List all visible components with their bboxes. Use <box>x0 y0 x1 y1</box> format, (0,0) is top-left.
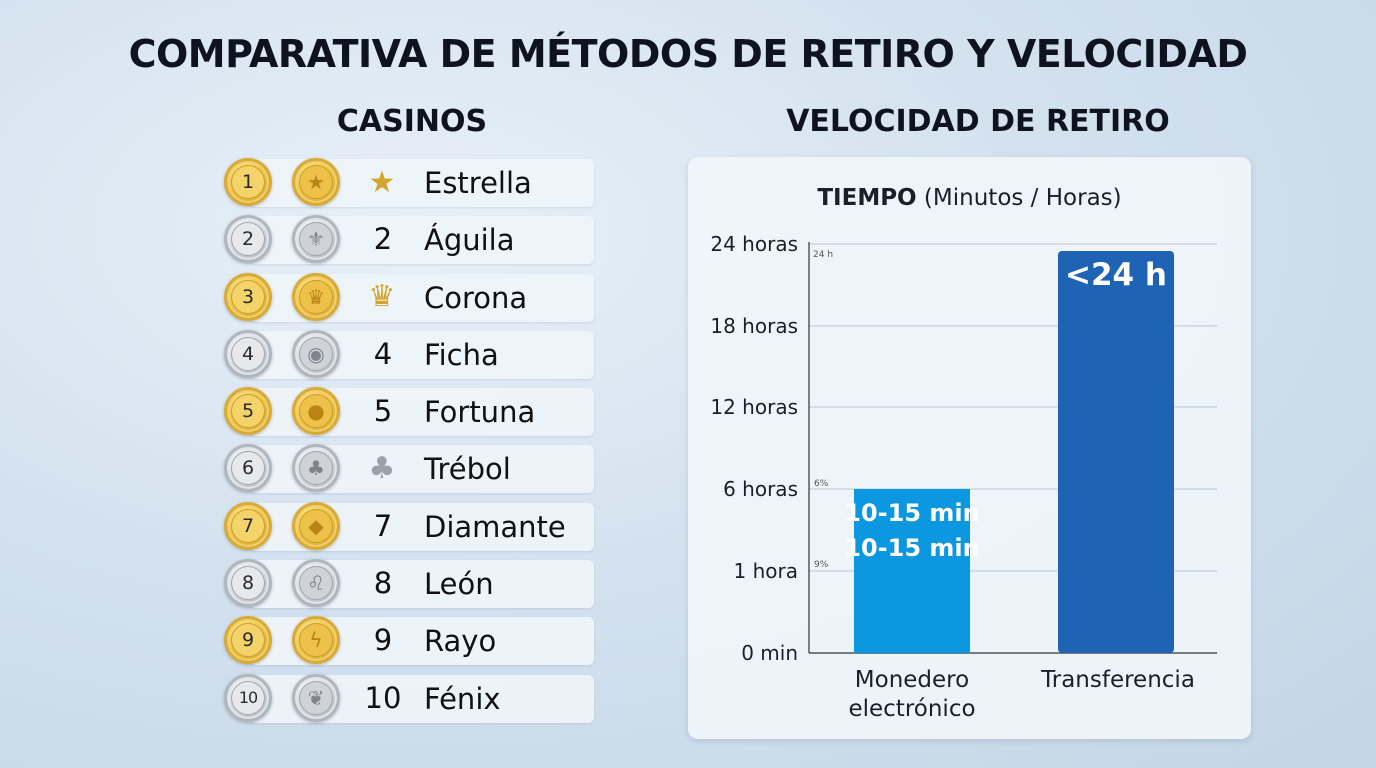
casino-name: Ficha <box>424 337 499 372</box>
casino-name: Diamante <box>424 509 566 544</box>
x-category-label: Transferencia <box>1040 667 1195 693</box>
chart-panel: TIEMPO (Minutos / Horas) 0 min 1 hora 6 ho… <box>688 157 1251 739</box>
page-title: COMPARATIVA DE MÉTODOS DE RETIRO Y VELOC… <box>128 32 1248 76</box>
casino-number: 2 <box>373 222 393 257</box>
casino-number: 9 <box>373 623 393 658</box>
rank-coin-icon: 10 <box>224 673 272 722</box>
lion-icon: ♌ <box>299 566 333 601</box>
star-icon: ★ <box>299 165 333 199</box>
y-tick-label: 0 min <box>741 641 798 665</box>
lion-coin-icon: ♌ <box>292 559 340 608</box>
rank-number: 4 <box>231 336 265 371</box>
casino-row: 2 ⚜ 2 Águila <box>222 215 596 265</box>
casino-name: Estrella <box>424 166 532 200</box>
club-icon: ♣ <box>299 451 333 486</box>
casino-row: 7 ◆ 7 Diamante <box>222 501 596 552</box>
casino-number: 10 <box>364 680 402 715</box>
rank-number: 8 <box>231 566 265 601</box>
casino-number: 4 <box>373 336 393 371</box>
bar-data-label: 10-15 min <box>844 499 979 527</box>
eagle-coin-icon: ⚜ <box>292 215 340 264</box>
club-coin-icon: ♣ <box>292 444 340 493</box>
rank-coin-icon: 5 <box>224 387 272 436</box>
fortune-coin-icon: ● <box>299 394 333 429</box>
chart-title-bold: TIEMPO <box>817 185 917 211</box>
club-icon: ♣ <box>368 450 396 486</box>
rank-coin-icon: 7 <box>224 501 272 550</box>
x-category-label: electrónico <box>848 696 975 722</box>
fortune-coin-coin-icon: ● <box>292 387 340 436</box>
lightning-coin-icon: ϟ <box>292 616 340 665</box>
casino-row: 3 ♛ ♛ Corona <box>222 272 596 323</box>
y-tick-label: 18 horas <box>710 314 798 338</box>
crown-icon: ♛ <box>299 279 333 314</box>
rank-number: 5 <box>231 394 265 429</box>
casino-number: 7 <box>373 508 393 543</box>
casino-row: 4 ◉ 4 Ficha <box>222 329 596 380</box>
lightning-icon: ϟ <box>299 623 333 658</box>
casino-name: Águila <box>424 223 515 258</box>
casino-name: León <box>424 567 494 602</box>
rank-coin-icon: 6 <box>224 444 272 493</box>
casino-name: Fortuna <box>424 395 536 430</box>
chip-icon: ◉ <box>299 336 333 371</box>
minor-label: 9% <box>814 560 829 570</box>
rank-coin-icon: 2 <box>224 215 272 264</box>
rank-number: 6 <box>231 451 265 486</box>
rank-number: 10 <box>231 680 265 715</box>
star-coin-icon: ★ <box>292 158 340 206</box>
casino-row: 9 ϟ 9 Rayo <box>222 616 596 666</box>
x-category-label: Monedero <box>855 667 969 693</box>
rank-coin-icon: 8 <box>224 559 272 608</box>
bar-chart: 0 min 1 hora 6 horas 12 horas 18 horas 24 hor… <box>710 232 1217 722</box>
casino-row: 8 ♌ 8 León <box>222 559 596 609</box>
rank-number: 3 <box>231 279 265 314</box>
y-tick-label: 1 hora <box>734 559 798 583</box>
rank-coin-icon: 4 <box>224 329 272 378</box>
y-tick-label: 24 horas <box>710 232 798 256</box>
casino-list: 1 ★ ★ Estrella 2 ⚜ 2 Águila 3 ♛ ♛ Corona 4 ◉ 4 Ficha 5 ● 5… <box>222 158 596 731</box>
chart-title: TIEMPO (Minutos / Horas) <box>688 185 1251 211</box>
y-tick-label: 12 horas <box>710 395 798 419</box>
rank-number: 2 <box>231 222 265 257</box>
rank-number: 7 <box>231 508 265 543</box>
minor-label: 24 h <box>813 250 833 260</box>
phoenix-icon: ❦ <box>299 680 333 715</box>
casino-row: 10 ❦ 10 Fénix <box>222 673 596 724</box>
casino-row: 5 ● 5 Fortuna <box>222 387 596 437</box>
bar <box>1058 251 1174 653</box>
rank-coin-icon: 9 <box>224 616 272 665</box>
casino-number: 5 <box>373 394 393 429</box>
casino-name: Corona <box>424 280 528 315</box>
diamond-icon: ◆ <box>299 508 333 543</box>
crown-icon: ♛ <box>368 279 396 315</box>
casino-name: Trébol <box>424 452 511 487</box>
bar-data-label: 10-15 min <box>844 534 979 562</box>
rank-number: 1 <box>231 165 265 199</box>
rank-coin-icon: 1 <box>224 158 272 206</box>
bar-data-label: <24 h <box>1065 257 1167 293</box>
casino-row: 6 ♣ ♣ Trébol <box>222 444 596 494</box>
casinos-section-title: CASINOS <box>336 104 488 139</box>
minor-label: 6% <box>814 479 829 489</box>
casino-number: 8 <box>373 566 393 601</box>
chip-coin-icon: ◉ <box>292 329 340 378</box>
y-tick-label: 6 horas <box>723 477 798 501</box>
rank-coin-icon: 3 <box>224 272 272 321</box>
eagle-icon: ⚜ <box>299 222 333 257</box>
chart-title-rest: (Minutos / Horas) <box>916 185 1122 211</box>
bar <box>854 489 970 653</box>
casino-name: Rayo <box>424 624 497 659</box>
speed-section-title: VELOCIDAD DE RETIRO <box>786 104 1170 139</box>
phoenix-coin-icon: ❦ <box>292 673 340 722</box>
rank-number: 9 <box>231 623 265 658</box>
diamond-coin-icon: ◆ <box>292 501 340 550</box>
casino-row: 1 ★ ★ Estrella <box>222 158 596 208</box>
crown-coin-icon: ♛ <box>292 272 340 321</box>
star-icon: ★ <box>368 164 396 200</box>
casino-name: Fénix <box>424 681 501 716</box>
